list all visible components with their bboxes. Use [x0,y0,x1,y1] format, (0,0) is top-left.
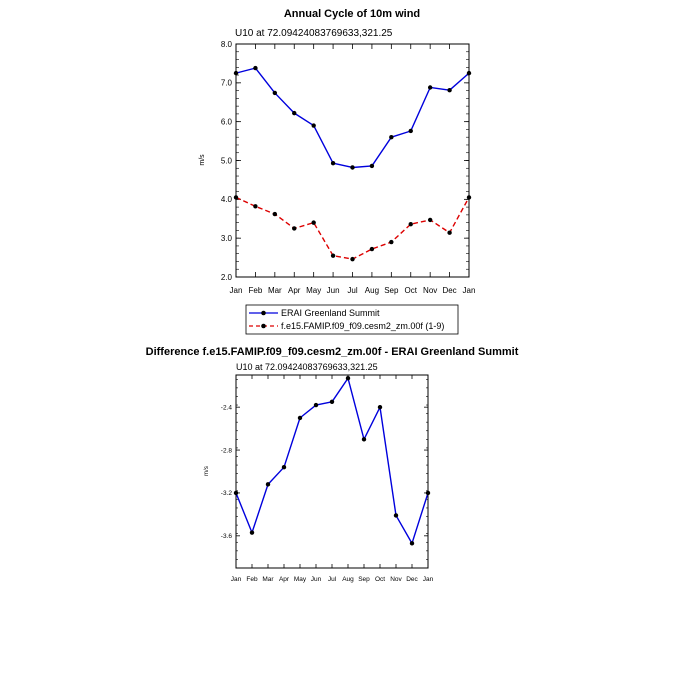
x-tick-label: Jul [328,576,337,583]
data-point [253,65,258,71]
annual-cycle-chart: Annual Cycle of 10m wind U10 at 72.09424… [199,8,475,295]
data-point [408,221,413,227]
data-point [447,88,452,93]
x-tick-label: Dec [406,576,418,583]
legend-label-model: f.e15.FAMIP.f09_f09.cesm2_zm.00f (1-9) [281,321,444,331]
x-tick-label: Aug [365,286,379,295]
data-point [281,465,287,470]
x-tick-label: Oct [375,576,385,583]
data-point [330,253,336,258]
data-point [427,217,433,223]
data-point [311,123,316,128]
x-tick-label: Nov [423,286,437,295]
data-point [447,230,452,235]
data-point [408,128,413,134]
data-point [377,404,383,410]
x-tick-label: May [294,576,307,583]
data-point [393,513,399,518]
x-tick-label: Apr [279,576,290,583]
y-axis-label: m/s [204,466,210,476]
data-point [409,541,415,546]
chart-subtitle: U10 at 72.09424083769633,321.25 [236,362,378,372]
x-tick-label: Jan [231,576,242,583]
x-tick-label: Jun [311,576,322,583]
y-tick-labels: 2.0 3.0 4.0 5.0 6.0 7.0 8.0 [221,40,233,282]
legend-marker-model [261,323,266,329]
x-tick-label: Jul [347,286,357,295]
x-tick-label: Jan [423,576,434,583]
data-point [345,376,351,381]
x-tick-label: Sep [358,576,370,583]
legend: ERAI Greenland Summit f.e15.FAMIP.f09_f0… [245,304,459,335]
chart-subtitle: U10 at 72.09424083769633,321.25 [235,28,393,39]
data-point [361,437,367,442]
data-point [292,226,297,231]
data-point [427,85,433,90]
y-tick-label: 4.0 [221,195,233,204]
x-tick-label: Jun [327,286,340,295]
data-point [272,211,278,217]
y-tick-labels: -3.6 -3.2 -2.8 -2.4 [221,404,233,540]
x-tick-label: Nov [390,576,402,583]
x-tick-label: Dec [442,286,456,295]
data-point [330,161,336,166]
x-tick-label: Aug [342,576,354,583]
data-point [249,530,255,535]
data-point [313,402,319,408]
x-tick-label: Feb [249,286,263,295]
y-tick-label: 2.0 [221,273,233,282]
y-axis-label: m/s [199,154,206,166]
data-point [350,256,355,262]
chart-title: Annual Cycle of 10m wind [284,8,420,20]
data-point [369,163,375,169]
x-tick-label: May [306,286,321,295]
x-tick-label: Feb [246,576,258,583]
data-point [389,135,394,140]
plot-frame [235,43,470,278]
plot-frame [235,374,429,569]
x-tick-label: Oct [405,286,418,295]
difference-chart: Difference f.e15.FAMIP.f09_f09.cesm2_zm.… [146,346,519,583]
x-tick-label: Mar [262,576,274,583]
y-tick-label: -2.4 [221,404,233,411]
data-point [297,415,303,421]
data-point [292,110,297,116]
data-point [272,90,278,96]
x-tick-label: Sep [384,286,399,295]
y-tick-label: -2.8 [221,447,233,454]
data-point [253,204,258,209]
x-tick-labels: Jan Feb Mar Apr May Jun Jul Aug Sep Oct Nov Dec Jan [230,286,476,295]
x-tick-labels: Jan Feb Mar Apr May Jun Jul Aug Sep Oct Nov Dec Jan [231,576,434,583]
y-tick-label: 7.0 [221,79,233,88]
x-tick-label: Apr [288,286,301,295]
legend-marker-erai [261,310,266,316]
y-tick-label: 5.0 [221,156,233,165]
y-tick-label: 3.0 [221,234,233,243]
series-group [233,65,472,262]
x-tick-label: Jan [463,286,476,295]
legend-box [245,304,459,335]
y-tick-label: 8.0 [221,40,233,49]
data-point [369,246,375,252]
data-point [265,482,271,487]
x-tick-label: Mar [268,286,282,295]
data-point [389,239,394,245]
data-point [311,220,316,225]
y-tick-label: -3.2 [221,490,233,497]
y-tick-label: 6.0 [221,117,233,126]
x-tick-label: Jan [230,286,243,295]
data-point [329,399,335,405]
y-tick-label: -3.6 [221,533,233,540]
legend-label-erai: ERAI Greenland Summit [281,308,380,318]
data-point [350,165,355,170]
chart-title: Difference f.e15.FAMIP.f09_f09.cesm2_zm.… [146,346,519,358]
